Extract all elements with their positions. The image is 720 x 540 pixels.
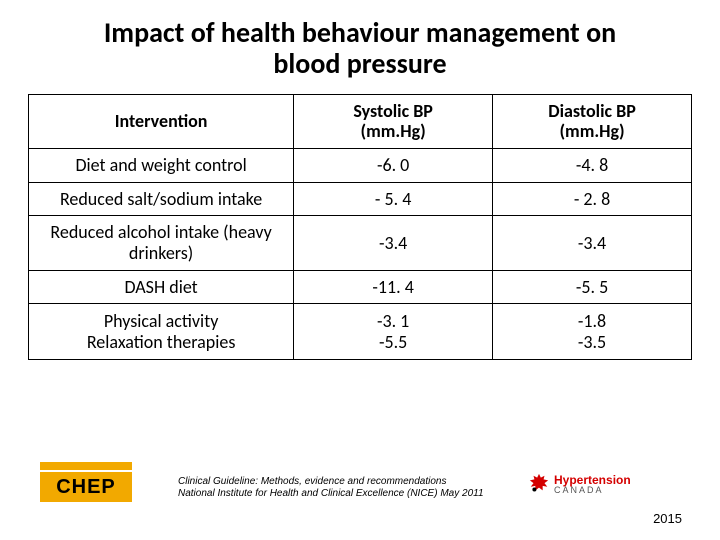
- diastolic-cell: -1.8-3.5: [493, 304, 692, 360]
- bp-table: Intervention Systolic BP(mm.Hg) Diastoli…: [28, 94, 692, 361]
- footer: CHEP Clinical Guideline: Methods, eviden…: [28, 460, 692, 530]
- table-header-row: Intervention Systolic BP(mm.Hg) Diastoli…: [29, 94, 692, 148]
- hc-line1: Hypertension: [554, 474, 631, 486]
- col-header-diastolic: Diastolic BP(mm.Hg): [493, 94, 692, 148]
- diastolic-cell: -3.4: [493, 216, 692, 270]
- diastolic-cell: - 2. 8: [493, 182, 692, 216]
- chep-label: CHEP: [40, 472, 132, 502]
- table-row: Reduced alcohol intake (heavy drinkers) …: [29, 216, 692, 270]
- col-header-intervention: Intervention: [29, 94, 294, 148]
- intervention-cell: Reduced salt/sodium intake: [29, 182, 294, 216]
- diastolic-cell: -5. 5: [493, 270, 692, 304]
- intervention-cell: DASH diet: [29, 270, 294, 304]
- year-label: 2015: [653, 511, 682, 526]
- hypertension-canada-logo: Hypertension CANADA: [528, 464, 648, 504]
- intervention-cell: Reduced alcohol intake (heavy drinkers): [29, 216, 294, 270]
- systolic-cell: -3.4: [294, 216, 493, 270]
- hc-line2: CANADA: [554, 486, 631, 495]
- systolic-cell: -11. 4: [294, 270, 493, 304]
- slide-title: Impact of health behaviour management on…: [68, 18, 652, 80]
- table-row: DASH diet -11. 4 -5. 5: [29, 270, 692, 304]
- systolic-cell: -3. 1-5.5: [294, 304, 493, 360]
- chep-bar: [40, 462, 132, 470]
- citation-line1: Clinical Guideline: Methods, evidence an…: [178, 476, 484, 488]
- col-header-systolic: Systolic BP(mm.Hg): [294, 94, 493, 148]
- intervention-cell: Physical activityRelaxation therapies: [29, 304, 294, 360]
- table-row: Diet and weight control -6. 0 -4. 8: [29, 148, 692, 182]
- table-row: Physical activityRelaxation therapies -3…: [29, 304, 692, 360]
- table-row: Reduced salt/sodium intake - 5. 4 - 2. 8: [29, 182, 692, 216]
- citation-line2: National Institute for Health and Clinic…: [178, 488, 484, 500]
- diastolic-cell: -4. 8: [493, 148, 692, 182]
- systolic-cell: - 5. 4: [294, 182, 493, 216]
- citation: Clinical Guideline: Methods, evidence an…: [178, 476, 484, 500]
- systolic-cell: -6. 0: [294, 148, 493, 182]
- maple-leaf-icon: [528, 473, 550, 495]
- intervention-cell: Diet and weight control: [29, 148, 294, 182]
- chep-logo: CHEP: [40, 462, 132, 504]
